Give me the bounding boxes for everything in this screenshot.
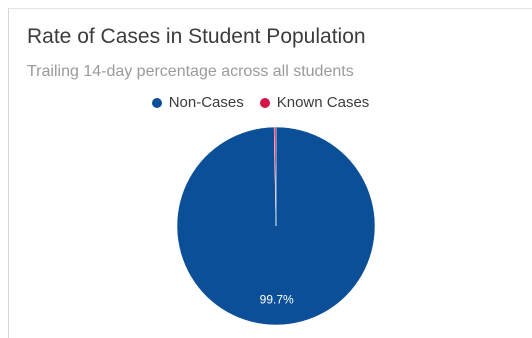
legend-swatch-non-cases xyxy=(151,97,162,108)
legend-label-known-cases: Known Cases xyxy=(276,94,370,111)
chart-legend: Non-Cases Known Cases xyxy=(9,94,532,111)
legend-item-known-cases[interactable]: Known Cases xyxy=(259,94,370,111)
chart-title: Rate of Cases in Student Population xyxy=(27,25,366,48)
pie-data-label-non-cases: 99.7% xyxy=(260,292,294,306)
chart-subtitle: Trailing 14-day percentage across all st… xyxy=(27,63,354,80)
legend-label-non-cases: Non-Cases xyxy=(168,94,244,111)
legend-swatch-known-cases xyxy=(259,97,270,108)
legend-item-non-cases[interactable]: Non-Cases xyxy=(151,94,244,111)
pie-slice-known-cases[interactable] xyxy=(273,126,277,227)
